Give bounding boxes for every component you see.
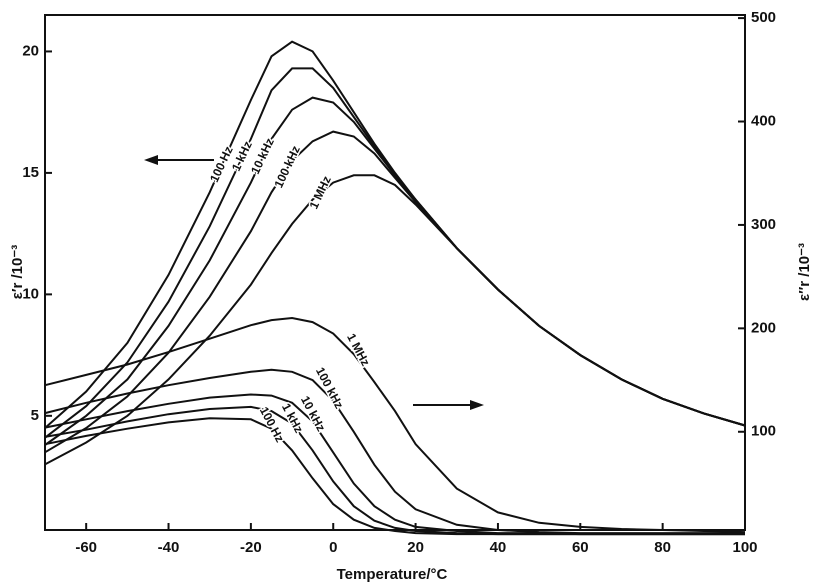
y-tick-label: 10	[22, 285, 39, 302]
series-line	[44, 40, 746, 429]
arrow-left-head	[144, 155, 158, 165]
curve-label: 10 kHz	[248, 136, 277, 176]
x-tick-label: 60	[572, 539, 589, 556]
y-tick-label: 15	[22, 164, 39, 181]
x-tick-label: -20	[240, 539, 262, 556]
arrow-right-head	[470, 400, 484, 410]
series-line	[44, 67, 746, 439]
x-tick-label: 40	[490, 539, 507, 556]
x-tick-label: -60	[75, 539, 97, 556]
plot-frame	[44, 14, 746, 531]
x-tick-label: 100	[732, 539, 757, 556]
y2-tick-label: 500	[751, 9, 776, 26]
series-line	[44, 393, 745, 536]
curve-label: 100 kHz	[313, 365, 346, 411]
curve-label: 100 kHz	[271, 144, 303, 190]
y2-axis-title: ε″r /10⁻³	[796, 243, 813, 301]
y-tick-label: 5	[31, 407, 39, 424]
curve-label: 1 MHz	[306, 174, 333, 211]
y2-tick-label: 200	[751, 319, 776, 336]
x-tick-label: 20	[407, 539, 424, 556]
x-axis-title: Temperature/°C	[337, 566, 448, 583]
y2-tick-label: 400	[751, 112, 776, 129]
series-line	[44, 130, 746, 454]
series-line	[44, 96, 746, 446]
y2-tick-label: 300	[751, 216, 776, 233]
y2-tick-label: 100	[751, 423, 776, 440]
series-line	[44, 174, 746, 466]
y-axis-title: ε′r /10⁻³	[9, 245, 26, 300]
x-tick-label: 80	[654, 539, 671, 556]
series-line	[44, 417, 745, 536]
series-line	[44, 368, 745, 535]
series-line	[44, 316, 746, 534]
x-tick-label: -40	[158, 539, 180, 556]
x-tick-label: 0	[329, 539, 337, 556]
y-tick-label: 20	[22, 42, 39, 59]
